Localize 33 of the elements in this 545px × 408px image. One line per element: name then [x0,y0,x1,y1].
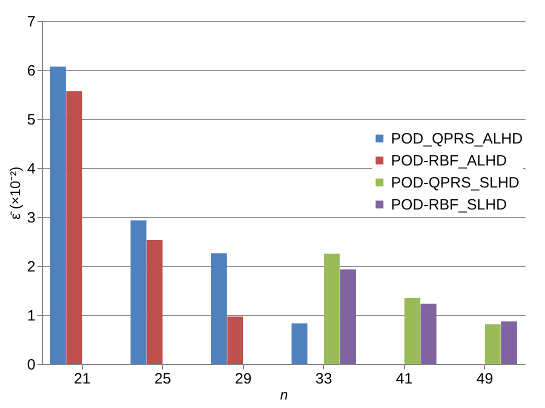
x-tick-label: 49 [476,370,494,388]
x-tick-label: 41 [396,370,413,388]
bar [130,220,146,364]
legend-label: POD_QPRS_ALHD [391,130,523,148]
y-tick-label: 4 [27,160,36,178]
bar [501,321,517,364]
bar [211,253,227,364]
bar [404,298,420,364]
y-tick-label: 1 [27,308,36,324]
x-tick-label: 29 [234,370,252,388]
x-tick-label: 25 [154,370,172,388]
y-tick-label: 3 [27,210,36,226]
bar [292,323,308,364]
legend-label: POD-QPRS_SLHD [391,174,520,192]
y-axis-title: ε̄ (×10⁻²) [7,166,24,220]
bar [484,324,501,364]
x-tick-label: 21 [74,370,91,388]
y-tick-label: 0 [27,356,36,374]
bar [340,269,356,364]
y-tick-label: 6 [27,62,36,80]
x-tick-label: 33 [315,370,332,388]
bar [227,316,244,364]
y-tick-label: 7 [27,14,36,30]
bar [146,240,163,364]
bar [420,304,436,364]
legend-label: POD-RBF_SLHD [391,196,508,214]
y-tick-label: 2 [27,258,36,276]
y-tick-label: 5 [27,112,36,128]
bar [66,91,82,364]
legend-label: POD-RBF_ALHD [391,152,508,170]
x-axis-title: n [280,386,288,402]
bar [324,254,340,364]
bar [50,66,66,364]
